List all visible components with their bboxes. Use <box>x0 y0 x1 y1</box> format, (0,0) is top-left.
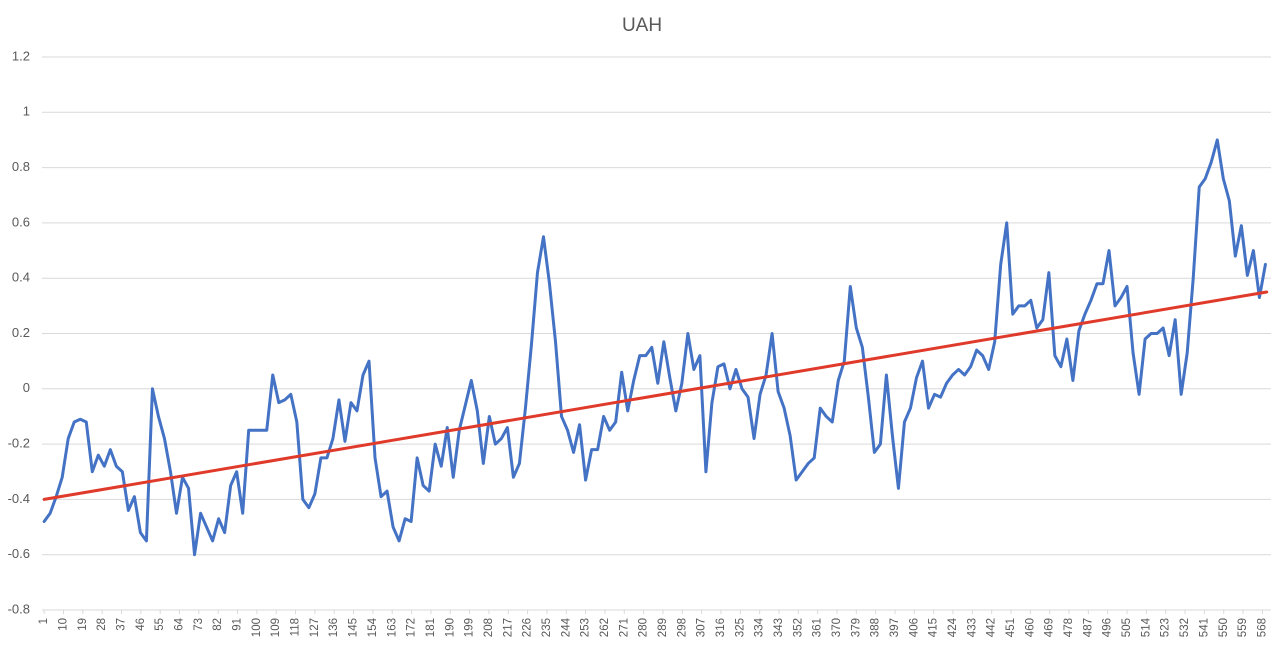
x-tick-label: 145 <box>348 618 360 637</box>
x-tick-label: 172 <box>406 618 418 637</box>
y-tick-label: 0.6 <box>12 214 30 229</box>
x-tick-label: 10 <box>58 618 70 631</box>
x-tick-label: 532 <box>1179 618 1191 637</box>
chart-title: UAH <box>622 15 662 36</box>
y-tick-label: 0 <box>23 380 30 395</box>
x-tick-label: 550 <box>1218 618 1230 637</box>
y-tick-label: 1.2 <box>12 48 30 63</box>
x-tick-label: 352 <box>792 618 804 637</box>
x-tick-label: 244 <box>560 617 572 637</box>
x-tick-label: 496 <box>1102 618 1114 637</box>
x-tick-label: 289 <box>657 618 669 637</box>
x-tick-label: 262 <box>599 618 611 637</box>
x-tick-label: 217 <box>502 618 514 637</box>
y-tick-label: -0.6 <box>8 546 30 561</box>
x-tick-label: 208 <box>483 618 495 637</box>
x-tick-label: 541 <box>1198 618 1210 637</box>
x-tick-label: 433 <box>966 618 978 637</box>
x-tick-label: 379 <box>850 618 862 637</box>
x-tick-label: 37 <box>116 618 128 631</box>
x-tick-label: 478 <box>1063 618 1075 637</box>
x-tick-label: 28 <box>96 618 108 631</box>
y-tick-label: -0.8 <box>8 601 30 616</box>
x-tick-label: 91 <box>232 618 244 631</box>
x-tick-label: 415 <box>928 618 940 637</box>
x-tick-label: 451 <box>1005 618 1017 637</box>
x-tick-label: 253 <box>580 618 592 637</box>
x-tick-label: 199 <box>464 618 476 637</box>
x-tick-label: 442 <box>986 618 998 637</box>
x-tick-label: 370 <box>831 618 843 637</box>
x-tick-label: 235 <box>541 618 553 637</box>
x-tick-label: 343 <box>773 618 785 637</box>
x-tick-label: 559 <box>1237 618 1249 637</box>
x-tick-label: 46 <box>135 618 147 631</box>
x-tick-label: 100 <box>251 618 263 637</box>
x-tick-label: 514 <box>1140 617 1152 637</box>
x-tick-label: 298 <box>676 618 688 637</box>
line-series <box>42 290 1269 501</box>
x-tick-label: 82 <box>212 618 224 631</box>
line-series <box>42 138 1267 557</box>
y-tick-label: 0.4 <box>12 270 30 285</box>
x-tick-label: 316 <box>715 618 727 637</box>
x-tick-label: 154 <box>367 617 379 637</box>
x-tick-label: 19 <box>77 618 89 631</box>
x-tick-label: 424 <box>947 617 959 637</box>
x-tick-label: 271 <box>618 618 630 637</box>
x-tick-label: 181 <box>425 618 437 637</box>
x-tick-label: 190 <box>444 618 456 637</box>
x-tick-label: 118 <box>290 618 302 636</box>
x-tick-label: 307 <box>696 618 708 637</box>
x-tick-label: 505 <box>1121 618 1133 637</box>
x-tick-label: 325 <box>734 618 746 637</box>
x-tick-label: 523 <box>1160 618 1172 637</box>
x-tick-label: 388 <box>870 618 882 637</box>
y-tick-label: -0.2 <box>8 436 30 451</box>
x-tick-label: 163 <box>386 618 398 637</box>
y-tick-label: 0.8 <box>12 159 30 174</box>
x-tick-label: 397 <box>889 618 901 637</box>
x-tick-label: 469 <box>1044 618 1056 637</box>
x-tick-label: 334 <box>754 617 766 637</box>
x-tick-label: 406 <box>908 618 920 637</box>
y-tick-label: 0.2 <box>12 325 30 340</box>
x-tick-label: 568 <box>1256 618 1268 637</box>
x-tick-label: 361 <box>812 618 824 637</box>
x-tick-label: 73 <box>193 618 205 631</box>
x-tick-label: 109 <box>270 618 282 637</box>
x-tick-label: 280 <box>638 618 650 637</box>
x-tick-label: 64 <box>174 617 186 630</box>
y-tick-label: -0.4 <box>8 491 30 506</box>
x-tick-label: 460 <box>1024 618 1036 637</box>
x-tick-label: 1 <box>38 618 50 624</box>
x-tick-label: 136 <box>328 618 340 637</box>
x-tick-label: 487 <box>1082 618 1094 637</box>
y-tick-label: 1 <box>23 104 30 119</box>
x-tick-label: 226 <box>522 618 534 637</box>
x-tick-label: 127 <box>309 618 321 637</box>
x-tick-label: 55 <box>154 618 166 631</box>
